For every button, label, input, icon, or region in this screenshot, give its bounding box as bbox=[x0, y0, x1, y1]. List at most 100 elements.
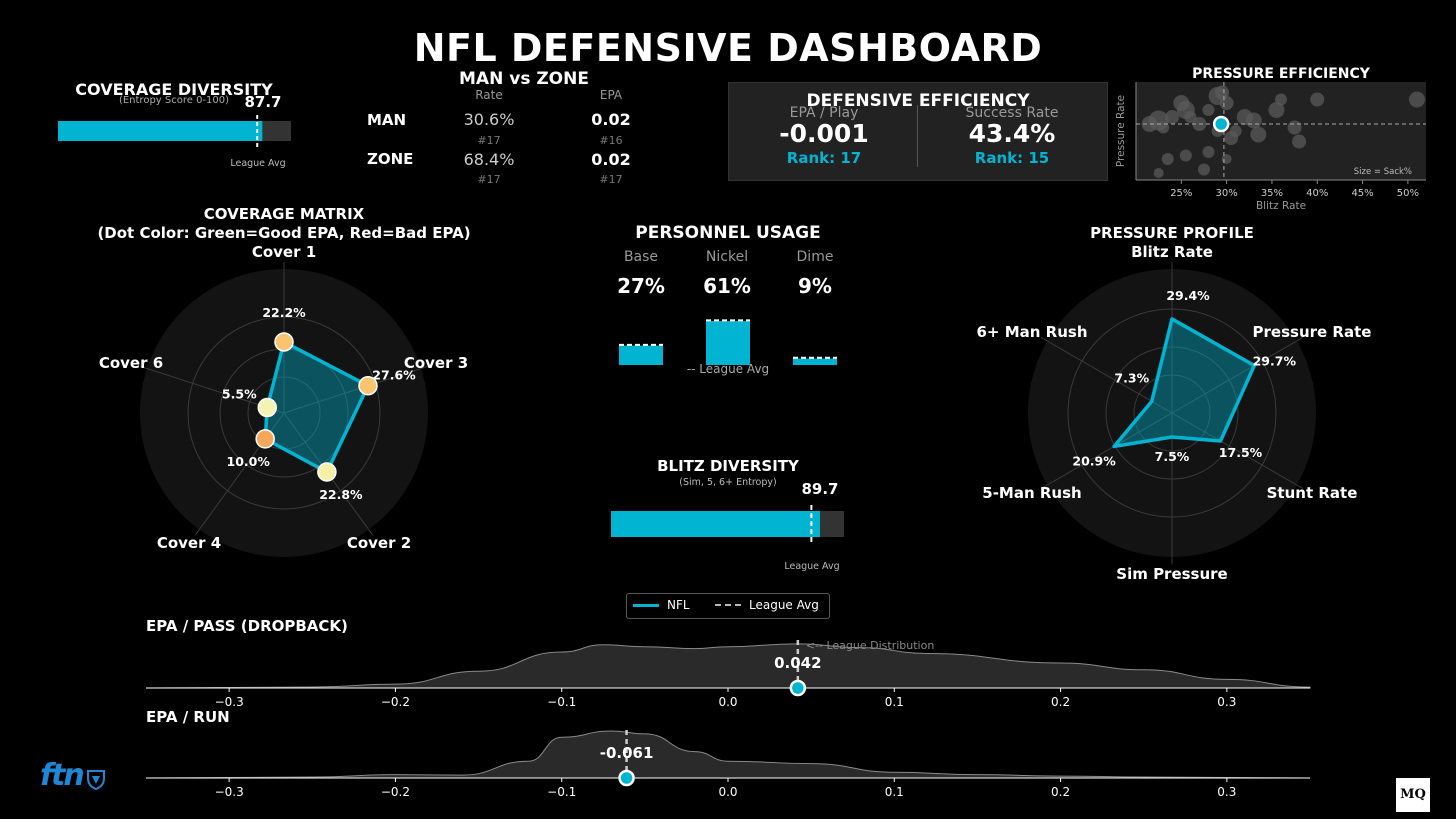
success-rate-value: 43.4% bbox=[968, 119, 1056, 148]
scatter-x-tick-label-4: 45% bbox=[1351, 188, 1373, 199]
density-tick-label-0: −0.3 bbox=[215, 695, 244, 709]
density-tick-label-2: −0.1 bbox=[547, 695, 576, 709]
scatter-point-21 bbox=[1202, 146, 1215, 158]
radar-axis-label-3: Cover 4 bbox=[157, 534, 221, 552]
scatter-x-tick-label-3: 40% bbox=[1306, 188, 1328, 199]
scatter-point-12 bbox=[1229, 125, 1242, 137]
radar-polygon bbox=[263, 340, 370, 474]
radar-spoke-5 bbox=[1040, 336, 1173, 414]
scatter-point-27 bbox=[1215, 85, 1230, 100]
coverage-diversity-league-avg-label: League Avg bbox=[230, 158, 286, 169]
legend-league-avg-label: League Avg bbox=[749, 598, 819, 612]
personnel-base-value: 27% bbox=[617, 274, 665, 298]
radar-axis-label-2: Stunt Rate bbox=[1267, 484, 1358, 502]
density-team-value-label: 0.042 bbox=[774, 654, 821, 672]
radar-axis-label-3: Sim Pressure bbox=[1116, 565, 1227, 583]
legend-nfl-swatch bbox=[633, 604, 659, 607]
scatter-x-tick-label-5: 50% bbox=[1397, 188, 1419, 199]
radar-axis-label-0: Cover 1 bbox=[252, 243, 316, 261]
man-zone-rate-header: Rate bbox=[475, 88, 503, 102]
zone-epa: 0.02 bbox=[591, 150, 631, 169]
man-row-label: MAN bbox=[367, 111, 407, 129]
personnel-bar-nickel bbox=[706, 321, 750, 365]
density-tick-label-5: 0.2 bbox=[1051, 785, 1070, 799]
scatter-point-6 bbox=[1184, 111, 1197, 123]
personnel-nickel-value: 61% bbox=[703, 274, 751, 298]
radar-axis-label-1: Pressure Rate bbox=[1253, 323, 1372, 341]
epa-pass-title: EPA / PASS (DROPBACK) bbox=[146, 617, 348, 635]
scatter-x-label: Blitz Rate bbox=[1256, 200, 1306, 212]
scatter-point-15 bbox=[1250, 126, 1267, 143]
man-zone-title: MAN vs ZONE bbox=[459, 69, 589, 89]
radar-dot-4 bbox=[257, 397, 278, 418]
defensive-efficiency-divider bbox=[917, 105, 918, 167]
coverage-diversity-value: 87.7 bbox=[244, 93, 282, 111]
radar-value-label-0: 29.4% bbox=[1166, 288, 1210, 303]
scatter-point-20 bbox=[1310, 92, 1325, 107]
radar-spoke-1 bbox=[1171, 336, 1304, 414]
density-tick-label-1: −0.2 bbox=[381, 695, 410, 709]
zone-row-label: ZONE bbox=[367, 150, 414, 168]
scatter-size-note: Size = Sack% bbox=[1354, 167, 1412, 177]
blitz-diversity-bar bbox=[611, 505, 844, 545]
radar-value-label-1: 29.7% bbox=[1253, 353, 1297, 368]
scatter-point-19 bbox=[1292, 134, 1307, 149]
radar-axis-label-4: Cover 6 bbox=[99, 354, 163, 372]
shield-icon bbox=[87, 770, 105, 790]
radar-spoke-2 bbox=[1171, 412, 1304, 490]
epa-play-rank: Rank: 17 bbox=[786, 149, 862, 167]
personnel-bar-dime bbox=[793, 358, 837, 365]
coverage-diversity-bar bbox=[58, 115, 291, 147]
pressure-efficiency-chart: 25% 30% 35% 40% 45% 50% Pressure Rate Blitz R… bbox=[1116, 82, 1426, 212]
scatter-point-16 bbox=[1268, 102, 1285, 118]
coverage-matrix-title: COVERAGE MATRIX bbox=[203, 205, 365, 223]
coverage-diversity-fill bbox=[58, 121, 263, 141]
success-rate-rank: Rank: 15 bbox=[974, 149, 1050, 167]
density-tick-label-1: −0.2 bbox=[381, 785, 410, 799]
scatter-x-tick-label-1: 30% bbox=[1216, 188, 1238, 199]
density-tick-label-4: 0.1 bbox=[885, 785, 904, 799]
dashboard-title: NFL DEFENSIVE DASHBOARD bbox=[413, 26, 1043, 70]
radar-value-label-2: 17.5% bbox=[1219, 445, 1263, 460]
mq-logo: MQ bbox=[1396, 778, 1430, 812]
scatter-x-tick-label-0: 25% bbox=[1170, 188, 1192, 199]
radar-dot-0 bbox=[274, 332, 294, 352]
radar-value-label-5: 7.3% bbox=[1114, 370, 1149, 385]
epa-play-value: -0.001 bbox=[779, 119, 869, 148]
density-tick-label-4: 0.1 bbox=[885, 695, 904, 709]
pressure-efficiency-title: PRESSURE EFFICIENCY bbox=[1192, 66, 1370, 82]
density-area bbox=[145, 643, 1311, 689]
density-tick-label-6: 0.3 bbox=[1217, 695, 1236, 709]
legend-league-avg-swatch bbox=[715, 604, 741, 606]
radar-value-label-4: 5.5% bbox=[222, 387, 257, 402]
coverage-matrix-subtitle: (Dot Color: Green=Good EPA, Red=Bad EPA) bbox=[97, 224, 471, 242]
density-tick-label-0: −0.3 bbox=[215, 785, 244, 799]
scatter-point-2 bbox=[1157, 121, 1170, 134]
radar-axis-label-5: 6+ Man Rush bbox=[976, 323, 1087, 341]
scatter-y-label: Pressure Rate bbox=[1116, 95, 1127, 167]
scatter-point-17 bbox=[1275, 93, 1287, 106]
man-zone-epa-header: EPA bbox=[599, 88, 623, 102]
density-tick-label-2: −0.1 bbox=[547, 785, 576, 799]
density-team-value-label: -0.061 bbox=[600, 744, 654, 762]
blitz-diversity-league-avg-label: League Avg bbox=[784, 561, 840, 572]
radar-axis-label-4: 5-Man Rush bbox=[982, 484, 1081, 502]
blitz-diversity-title: BLITZ DIVERSITY bbox=[657, 457, 799, 475]
defensive-efficiency-panel: DEFENSIVE EFFICIENCY EPA / Play -0.001 R… bbox=[728, 82, 1108, 181]
radar-polygon bbox=[1112, 317, 1257, 449]
defensive-efficiency-title: DEFENSIVE EFFICIENCY bbox=[806, 91, 1030, 111]
pressure-profile-title: PRESSURE PROFILE bbox=[1090, 224, 1254, 242]
scatter-x-tick-label-2: 35% bbox=[1261, 188, 1283, 199]
man-epa: 0.02 bbox=[591, 110, 631, 129]
blitz-diversity-value: 89.7 bbox=[801, 480, 839, 498]
radar-axis-label-1: Cover 3 bbox=[404, 354, 468, 372]
density-team-marker bbox=[789, 679, 807, 697]
radar-axis-label-2: Cover 2 bbox=[347, 534, 411, 552]
radar-value-label-2: 22.8% bbox=[319, 487, 363, 502]
zone-epa-rank: #17 bbox=[599, 173, 623, 186]
coverage-matrix-radar: 22.2% 27.6% 22.8% 10.0% 5.5% Cover 1 Cover 3 Co… bbox=[99, 243, 468, 557]
epa-pass-density-chart: −0.3 −0.2 −0.1 0.0 0.1 0.2 0.3 0.042 <-- League … bbox=[145, 639, 1311, 709]
scatter-point-18 bbox=[1287, 120, 1302, 135]
radar-dot-1 bbox=[358, 375, 378, 396]
personnel-league-avg-legend: -- League Avg bbox=[686, 362, 770, 376]
